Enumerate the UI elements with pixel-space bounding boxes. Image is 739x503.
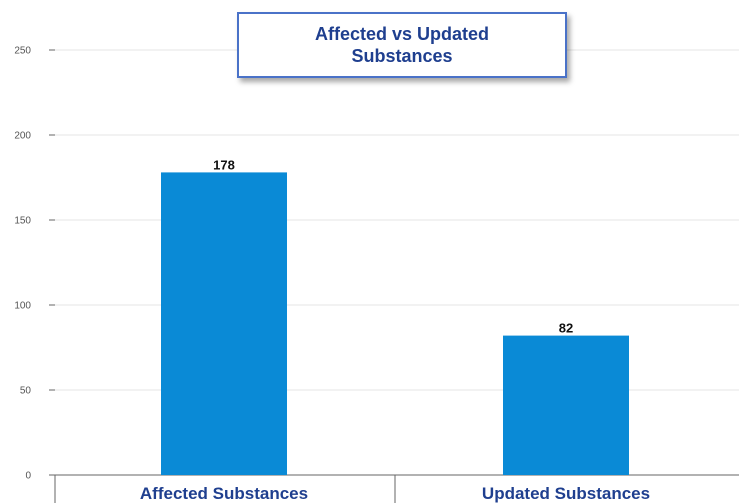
category-label: Affected Substances <box>140 484 308 503</box>
bar-1 <box>161 172 287 475</box>
y-tick-label: 0 <box>25 471 31 482</box>
y-tick-label: 150 <box>14 216 31 227</box>
y-tick-label: 100 <box>14 301 31 312</box>
data-label: 178 <box>213 157 235 172</box>
y-tick-label: 200 <box>14 131 31 142</box>
bars <box>161 172 629 475</box>
category-label: Updated Substances <box>482 484 650 503</box>
chart-title: Affected vs Updated Substances <box>314 24 490 66</box>
axes <box>49 49 739 503</box>
y-tick-label: 250 <box>14 46 31 57</box>
gridlines <box>55 49 739 391</box>
data-label: 82 <box>559 321 573 336</box>
labels: 0 50 100 150 200 250 178 Affected Substances 82 U… <box>14 46 650 503</box>
y-tick-label: 50 <box>20 386 32 397</box>
chart-title-box: Affected vs Updated Substances <box>237 12 567 78</box>
bar-2 <box>503 335 629 475</box>
